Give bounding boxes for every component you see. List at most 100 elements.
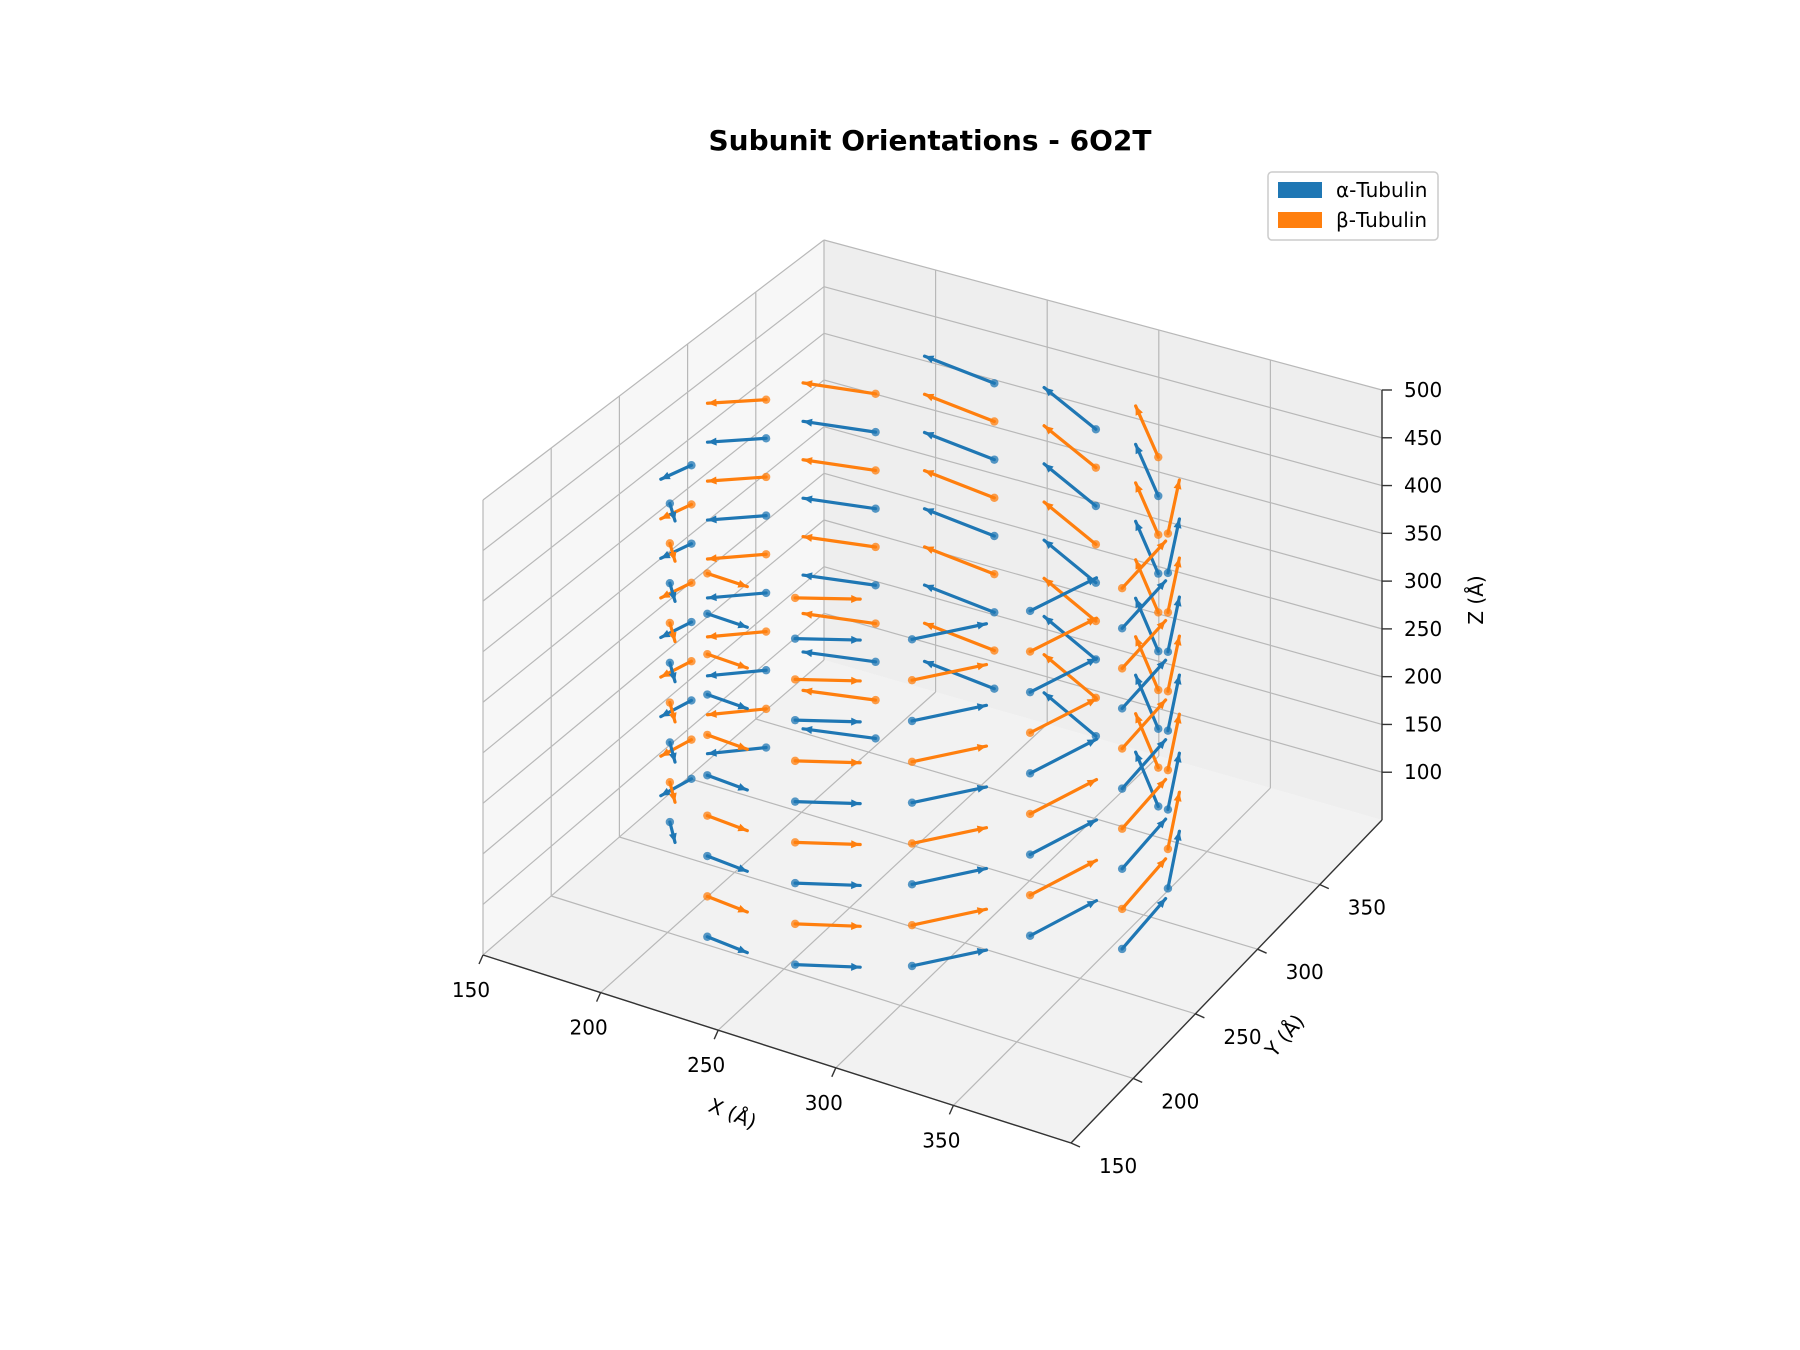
floor-pane (483, 660, 1382, 1143)
beta-tubulin-arrow (1163, 634, 1182, 696)
beta-tubulin-arrow (922, 469, 999, 503)
beta-tubulin-arrow (801, 457, 880, 475)
arrow-origin (1091, 731, 1101, 741)
arrow-shaft (705, 745, 768, 756)
alpha-tubulin-arrow (790, 797, 862, 808)
arrow-shaft (922, 583, 996, 614)
arrow-head (851, 635, 861, 644)
arrow-shaft (1028, 616, 1099, 654)
arrow-shaft (922, 621, 996, 653)
z-tick-label: 500 (1404, 378, 1442, 402)
arrow-origin (1163, 805, 1173, 814)
arrow-shaft (801, 496, 878, 511)
x-tick (831, 1067, 837, 1078)
alpha-tubulin-arrow (1134, 442, 1163, 501)
alpha-tubulin-arrow (703, 771, 749, 792)
arrow-origin (1117, 784, 1127, 793)
arrow-head (660, 787, 671, 796)
arrow-head (737, 580, 748, 588)
alpha-tubulin-arrow (703, 609, 749, 629)
y-tick-label: 350 (1348, 896, 1386, 920)
beta-tubulin-arrow (1025, 697, 1099, 737)
arrow-head (1173, 597, 1182, 607)
beta-tubulin-arrow (665, 618, 677, 644)
arrow-origin (790, 715, 800, 725)
arrow-origin (907, 961, 917, 971)
arrow-head (1135, 405, 1143, 416)
grid-left-z (482, 426, 825, 703)
alpha-tubulin-arrow (907, 703, 989, 726)
arrow-origin (703, 811, 712, 820)
alpha-tubulin-arrow (1163, 673, 1182, 735)
arrow-head (1086, 819, 1097, 828)
arrow-origin (1163, 687, 1173, 696)
beta-tubulin-arrow (1117, 857, 1168, 914)
arrow-shaft (910, 826, 989, 846)
alpha-tubulin-arrow (703, 851, 749, 873)
arrow-head (668, 551, 677, 562)
beta-tubulin-arrow (1042, 500, 1101, 549)
alpha-tubulin-arrow (705, 743, 771, 757)
arrow-head (707, 515, 717, 524)
alpha-tubulin-arrow (922, 354, 999, 388)
arrow-origin (1163, 844, 1173, 854)
grid-floor-y (551, 895, 1134, 1079)
arrow-head (851, 921, 861, 930)
beta-tubulin-arrow (907, 744, 989, 767)
arrow-head (660, 629, 671, 638)
arrow-shaft (1028, 576, 1099, 613)
grid-floor-y (687, 777, 1258, 950)
arrow-head (668, 631, 677, 642)
arrow-head (1135, 521, 1143, 532)
beta-tubulin-arrow (659, 735, 696, 758)
alpha-tubulin-arrow (1163, 751, 1182, 814)
arrow-head (1044, 463, 1054, 473)
arrow-origin (871, 695, 880, 705)
arrow-head (737, 783, 748, 791)
arrow-shaft (922, 392, 996, 424)
arrow-head (737, 701, 748, 710)
arrow-origin (790, 797, 800, 806)
arrow-origin (687, 461, 696, 470)
arrow-head (668, 511, 677, 521)
beta-tubulin-arrow (790, 756, 862, 767)
arrow-origin (703, 609, 712, 618)
beta-tubulin-arrow (922, 545, 999, 579)
arrow-origin (1154, 491, 1163, 501)
alpha-tubulin-arrow (907, 621, 989, 644)
legend-swatch-beta (1278, 212, 1322, 228)
arrow-origin (665, 499, 675, 508)
arrow-head (851, 717, 861, 726)
grid-left-z (482, 566, 825, 855)
arrow-shaft (705, 707, 768, 717)
alpha-tubulin-arrow (705, 511, 771, 524)
alpha-tubulin-arrow (665, 658, 677, 684)
arrow-origin (687, 539, 696, 548)
arrow-shaft (1166, 517, 1181, 575)
arrow-head (924, 546, 935, 554)
beta-tubulin-arrow (665, 698, 677, 724)
quiver-arrows (659, 354, 1182, 971)
arrow-head (803, 687, 813, 696)
arrow-head (707, 398, 717, 407)
arrow-head (851, 962, 861, 971)
beta-tubulin-arrow (1163, 478, 1182, 538)
arrow-head (660, 550, 671, 559)
arrow-shaft (910, 866, 989, 886)
z-tick-label: 450 (1404, 426, 1442, 450)
arrow-shaft (1120, 618, 1168, 670)
arrow-head (924, 660, 935, 669)
arrow-head (1156, 819, 1166, 829)
arrow-head (976, 744, 987, 752)
beta-tubulin-arrow (1163, 556, 1182, 617)
arrow-origin (871, 504, 880, 513)
arrow-origin (990, 493, 999, 503)
arrow-shaft (801, 688, 878, 702)
grid-back-z (823, 379, 1383, 534)
arrow-head (1173, 479, 1182, 490)
axis-lines (482, 390, 1383, 1144)
alpha-tubulin-arrow (665, 738, 677, 764)
z-tick-label: 200 (1404, 665, 1442, 689)
arrow-head (976, 948, 987, 956)
